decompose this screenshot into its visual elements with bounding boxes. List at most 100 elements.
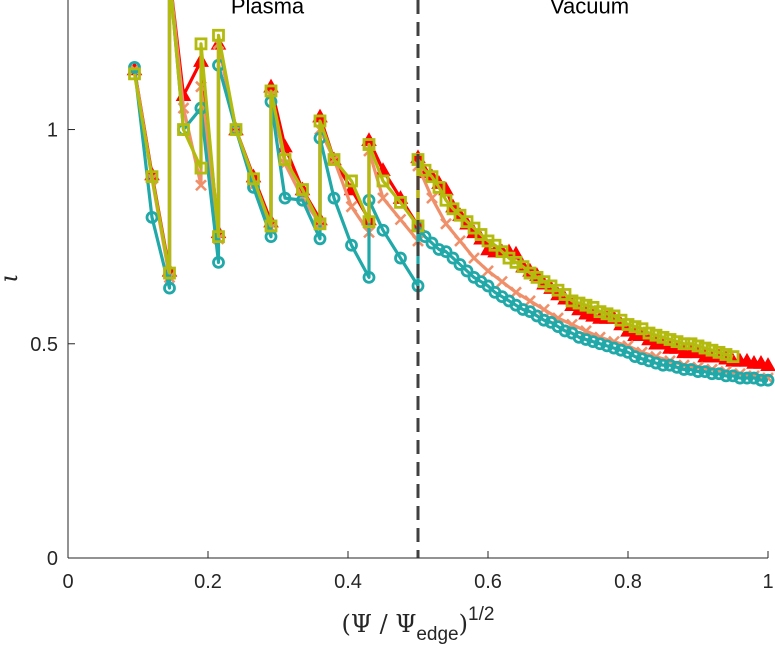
ticks-layer: 0 0.2 0.4 0.6 0.8 1 0 0.5 1 [30,120,773,593]
olive-squares-point [212,28,225,42]
olive-squares-point [394,195,407,209]
y-tick-label: 0.5 [30,334,58,356]
olive-squares-point [212,230,225,244]
salmon-crosses-point [454,235,466,247]
y-axis-label: ι [0,273,23,282]
plasma-region-label: Plasma [231,0,305,19]
salmon-crosses-point [195,179,207,192]
olive-squares-point [460,215,474,229]
teal-circles-point [656,358,670,372]
olive-squares-point [453,208,467,222]
olive-squares-point [313,114,327,128]
red-triangles-line [132,0,769,367]
x-tick-label: 0.2 [194,571,222,593]
salmon-crosses-point [468,252,480,264]
teal-circles-point [698,365,712,379]
teal-circles-point [128,61,141,74]
teal-circles-point [446,251,460,265]
x-label-subscript: edge [416,624,458,645]
teal-circles-point [670,360,684,374]
olive-squares-point [376,174,390,188]
teal-circles-point [642,354,656,368]
teal-circles-point [278,191,292,205]
teal-circles-point [677,363,691,376]
olive-squares-point [677,337,691,351]
olive-squares-point [698,341,712,355]
teal-circles-point [145,210,159,224]
olive-squares-point [712,345,726,359]
olive-squares-point [572,296,586,310]
teal-circles-point [600,339,614,353]
x-label-psi: Ψ [351,610,372,638]
teal-circles-point [313,232,327,246]
olive-squares-point [345,174,358,188]
axes-layer [67,0,768,559]
teal-circles-point [481,279,495,293]
x-label-slash: / [372,610,395,638]
teal-circles-point [362,270,376,284]
olive-squares-point [177,123,190,136]
teal-circles-point [163,281,176,295]
salmon-crosses-point [496,275,508,288]
olive-squares-point [327,153,341,166]
olive-squares-point [264,219,278,233]
teal-circles-point [726,369,740,383]
teal-circles-point [460,264,474,278]
olive-squares-point [194,37,208,51]
olive-squares-series [128,0,740,364]
teal-circles-point [635,352,649,366]
olive-squares-point [145,170,159,184]
olive-squares-point [705,343,719,357]
x-tick-label: 1 [762,571,773,593]
teal-circles-point [649,356,663,370]
olive-squares-point [495,245,509,259]
teal-circles-point [614,343,628,357]
olive-squares-point [296,183,309,196]
teal-circles-point [345,238,358,252]
x-label-open-paren: ( [342,610,351,638]
olive-squares-point [642,326,656,340]
teal-circles-point [394,251,407,265]
teal-circles-point [628,350,642,364]
vacuum-region-label: Vacuum [550,0,629,19]
x-axis-label: (Ψ / Ψedge)1/2 [342,604,495,645]
series-layer [126,0,775,387]
teal-circles-point [740,371,754,385]
olive-squares-point [247,172,260,186]
teal-circles-point [432,243,446,256]
olive-squares-point [628,320,642,334]
teal-circles-point [439,245,453,259]
olive-squares-point [670,335,684,349]
teal-circles-point [558,324,572,338]
olive-squares-point [194,161,208,175]
salmon-crosses-point [482,265,494,277]
x-tick-label: 0.4 [334,571,362,593]
olive-squares-point [516,260,530,274]
olive-squares-point [621,318,635,331]
olive-squares-point [691,339,705,353]
x-label-psi-edge: Ψ [395,610,416,638]
teal-circles-point [579,333,593,346]
teal-circles-point [691,365,705,379]
teal-circles-point [425,236,439,250]
salmon-crosses-line [132,0,769,380]
teal-circles-point [719,369,733,383]
teal-circles-point [586,335,600,349]
olive-squares-point [579,298,593,312]
salmon-crosses-point [426,192,438,205]
olive-squares-point [446,202,460,216]
teal-circles-point [663,358,677,372]
olive-squares-point [264,84,278,98]
teal-circles-point [572,330,586,344]
olive-squares-point [128,67,141,81]
teal-circles-point [712,367,726,381]
x-tick-label: 0 [62,571,73,593]
teal-circles-point [212,255,225,269]
teal-circles-line [132,0,768,382]
olive-squares-line [132,0,734,359]
olive-squares-point [278,153,292,166]
teal-circles-point [537,313,551,327]
teal-circles-point [593,337,607,351]
teal-circles-point [705,367,719,381]
teal-circles-point [733,371,747,385]
